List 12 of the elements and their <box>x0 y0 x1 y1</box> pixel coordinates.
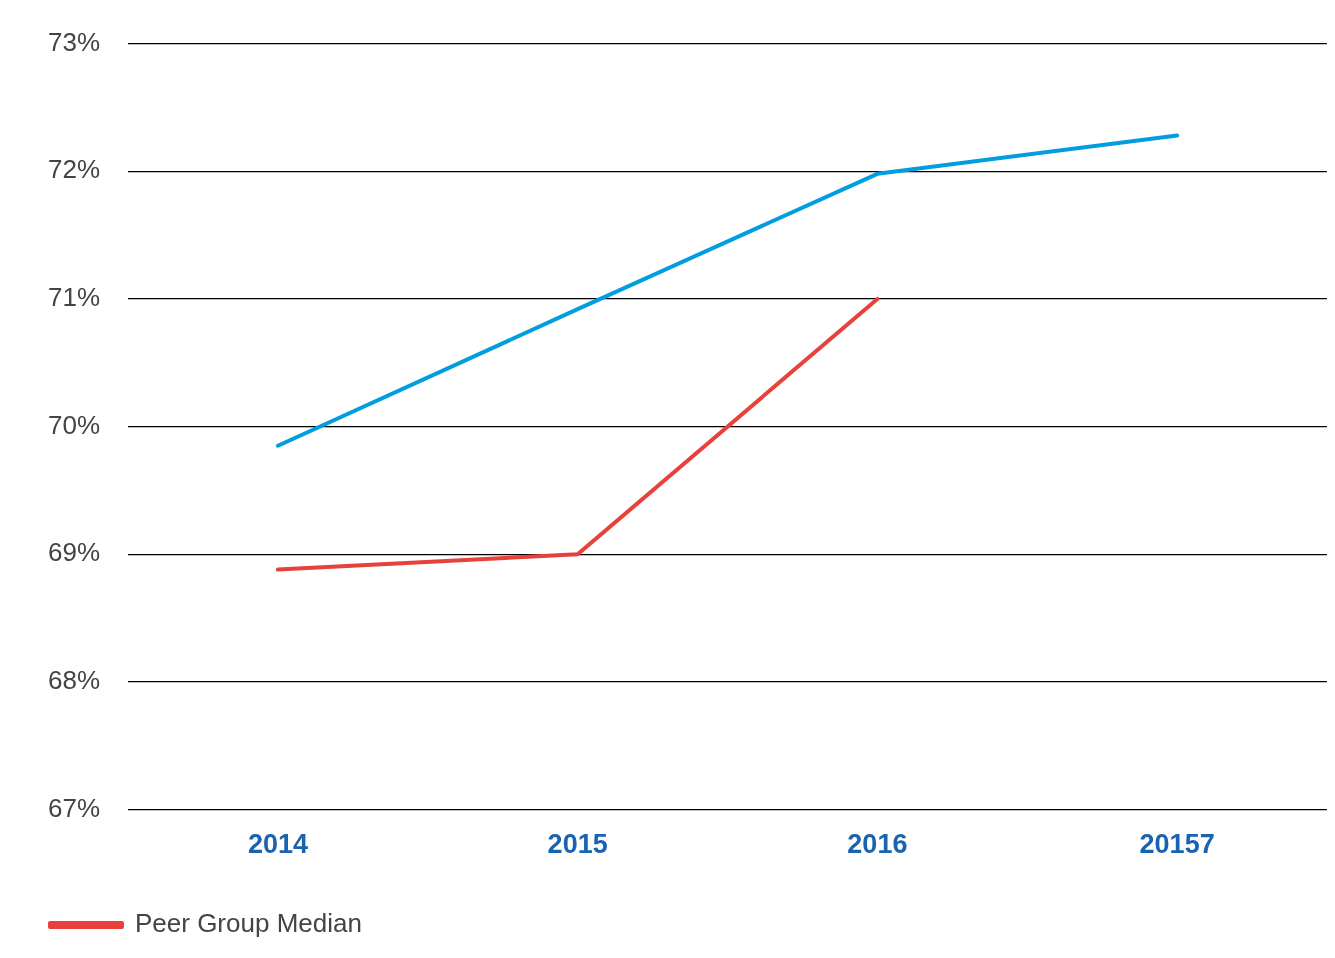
x-tick-label: 2014 <box>247 829 308 860</box>
x-tick-label: 2016 <box>847 829 908 860</box>
x-tick-label: 2015 <box>547 829 608 860</box>
y-tick-label: 73% <box>47 26 101 57</box>
y-tick-label: 71% <box>47 282 101 313</box>
x-tick-label: 20157 <box>1139 829 1215 860</box>
y-tick-label: 72% <box>47 154 101 185</box>
y-tick-label: 68% <box>47 665 101 696</box>
y-tick-label: 67% <box>47 792 101 823</box>
y-tick-label: 70% <box>47 409 101 440</box>
y-tick-label: 69% <box>47 537 101 568</box>
legend-label: Peer Group Median <box>135 908 362 939</box>
